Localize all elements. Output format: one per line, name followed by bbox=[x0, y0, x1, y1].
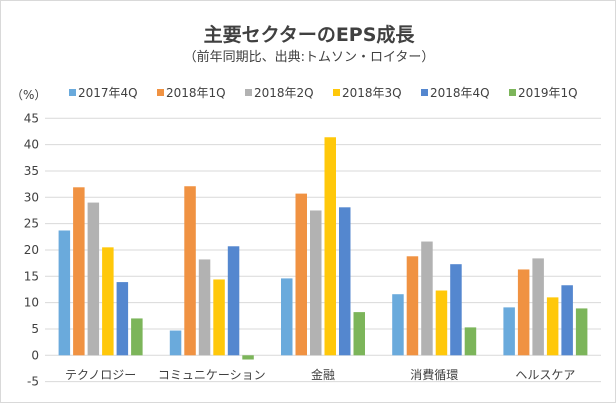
legend-swatch bbox=[333, 89, 340, 96]
bar-2017年4Q-消費循環 bbox=[392, 294, 404, 356]
bar-2018年3Q-消費循環 bbox=[435, 290, 448, 356]
y-tick-label: 10 bbox=[24, 296, 39, 310]
x-tick-label: テクノロジー bbox=[65, 368, 136, 382]
legend-label: 2018年1Q bbox=[166, 86, 226, 100]
legend-swatch bbox=[509, 89, 516, 96]
bar-2019年1Q-消費循環 bbox=[464, 327, 477, 356]
y-tick-label: 20 bbox=[24, 243, 39, 257]
bar-2017年4Q-コミュニケーション bbox=[169, 330, 182, 356]
bar-2018年4Q-テクノロジー bbox=[116, 282, 129, 356]
bar-2018年4Q-コミュニケーション bbox=[227, 246, 240, 356]
legend-label: 2018年3Q bbox=[342, 86, 402, 100]
bar-2018年2Q-ヘルスケア bbox=[532, 258, 544, 356]
bar-2018年3Q-テクノロジー bbox=[102, 247, 114, 356]
legend-item: 2019年1Q bbox=[509, 86, 578, 100]
bar-2018年2Q-コミュニケーション bbox=[198, 259, 211, 356]
x-tick-label: 金融 bbox=[311, 367, 335, 382]
bar-2017年4Q-テクノロジー bbox=[58, 230, 71, 356]
legend-swatch bbox=[69, 89, 76, 96]
bar-2018年4Q-ヘルスケア bbox=[561, 285, 573, 356]
legend-item: 2018年4Q bbox=[421, 86, 490, 100]
legend-item: 2018年3Q bbox=[333, 86, 402, 100]
bar-2017年4Q-金融 bbox=[281, 278, 293, 356]
bar-2018年4Q-消費循環 bbox=[450, 264, 462, 356]
bar-2018年3Q-ヘルスケア bbox=[546, 297, 559, 356]
y-tick-label: 40 bbox=[24, 138, 39, 152]
bar-2018年3Q-コミュニケーション bbox=[213, 279, 225, 356]
y-tick-label: 35 bbox=[24, 164, 39, 178]
legend-label: 2018年2Q bbox=[254, 86, 314, 100]
bar-2018年1Q-テクノロジー bbox=[73, 187, 85, 356]
bar-2018年2Q-テクノロジー bbox=[87, 202, 100, 356]
legend-item: 2018年2Q bbox=[245, 86, 314, 100]
y-tick-label: -5 bbox=[27, 375, 39, 389]
bar-2018年1Q-コミュニケーション bbox=[184, 186, 196, 356]
bar-2017年4Q-ヘルスケア bbox=[503, 307, 515, 356]
legend-label: 2018年4Q bbox=[430, 86, 490, 100]
bar-2018年1Q-金融 bbox=[295, 193, 307, 356]
bar-2019年1Q-金融 bbox=[353, 312, 365, 356]
chart-subtitle: （前年同期比、出典:トムソン・ロイター） bbox=[184, 49, 435, 65]
bar-2018年1Q-ヘルスケア bbox=[517, 269, 530, 356]
y-tick-label: 25 bbox=[24, 217, 39, 231]
legend-swatch bbox=[421, 89, 428, 96]
y-tick-label: 30 bbox=[24, 190, 39, 204]
bar-2018年3Q-金融 bbox=[324, 137, 336, 356]
legend-item: 2018年1Q bbox=[157, 86, 226, 100]
bar-2018年4Q-金融 bbox=[339, 207, 351, 356]
bar-2019年1Q-テクノロジー bbox=[131, 318, 143, 356]
bar-2019年1Q-ヘルスケア bbox=[575, 308, 588, 356]
bar-2018年2Q-金融 bbox=[310, 210, 322, 356]
x-tick-label: コミュニケーション bbox=[158, 368, 266, 382]
legend-item: 2017年4Q bbox=[69, 86, 138, 100]
bar-2018年2Q-消費循環 bbox=[421, 241, 433, 356]
bar-2019年1Q-コミュニケーション bbox=[242, 355, 254, 360]
chart-title: 主要セクターのEPS成長 bbox=[204, 23, 416, 46]
y-tick-label: 0 bbox=[31, 348, 39, 362]
y-axis-label: （%） bbox=[11, 88, 46, 102]
y-tick-label: 5 bbox=[31, 322, 39, 336]
legend-label: 2019年1Q bbox=[518, 86, 578, 100]
x-tick-label: ヘルスケア bbox=[515, 368, 575, 382]
legend-label: 2017年4Q bbox=[78, 86, 138, 100]
y-tick-label: 45 bbox=[24, 111, 39, 125]
y-tick-label: 15 bbox=[24, 269, 39, 283]
legend-swatch bbox=[157, 89, 164, 96]
x-tick-label: 消費循環 bbox=[410, 367, 458, 382]
bar-2018年1Q-消費循環 bbox=[406, 256, 419, 356]
legend-swatch bbox=[245, 89, 252, 96]
